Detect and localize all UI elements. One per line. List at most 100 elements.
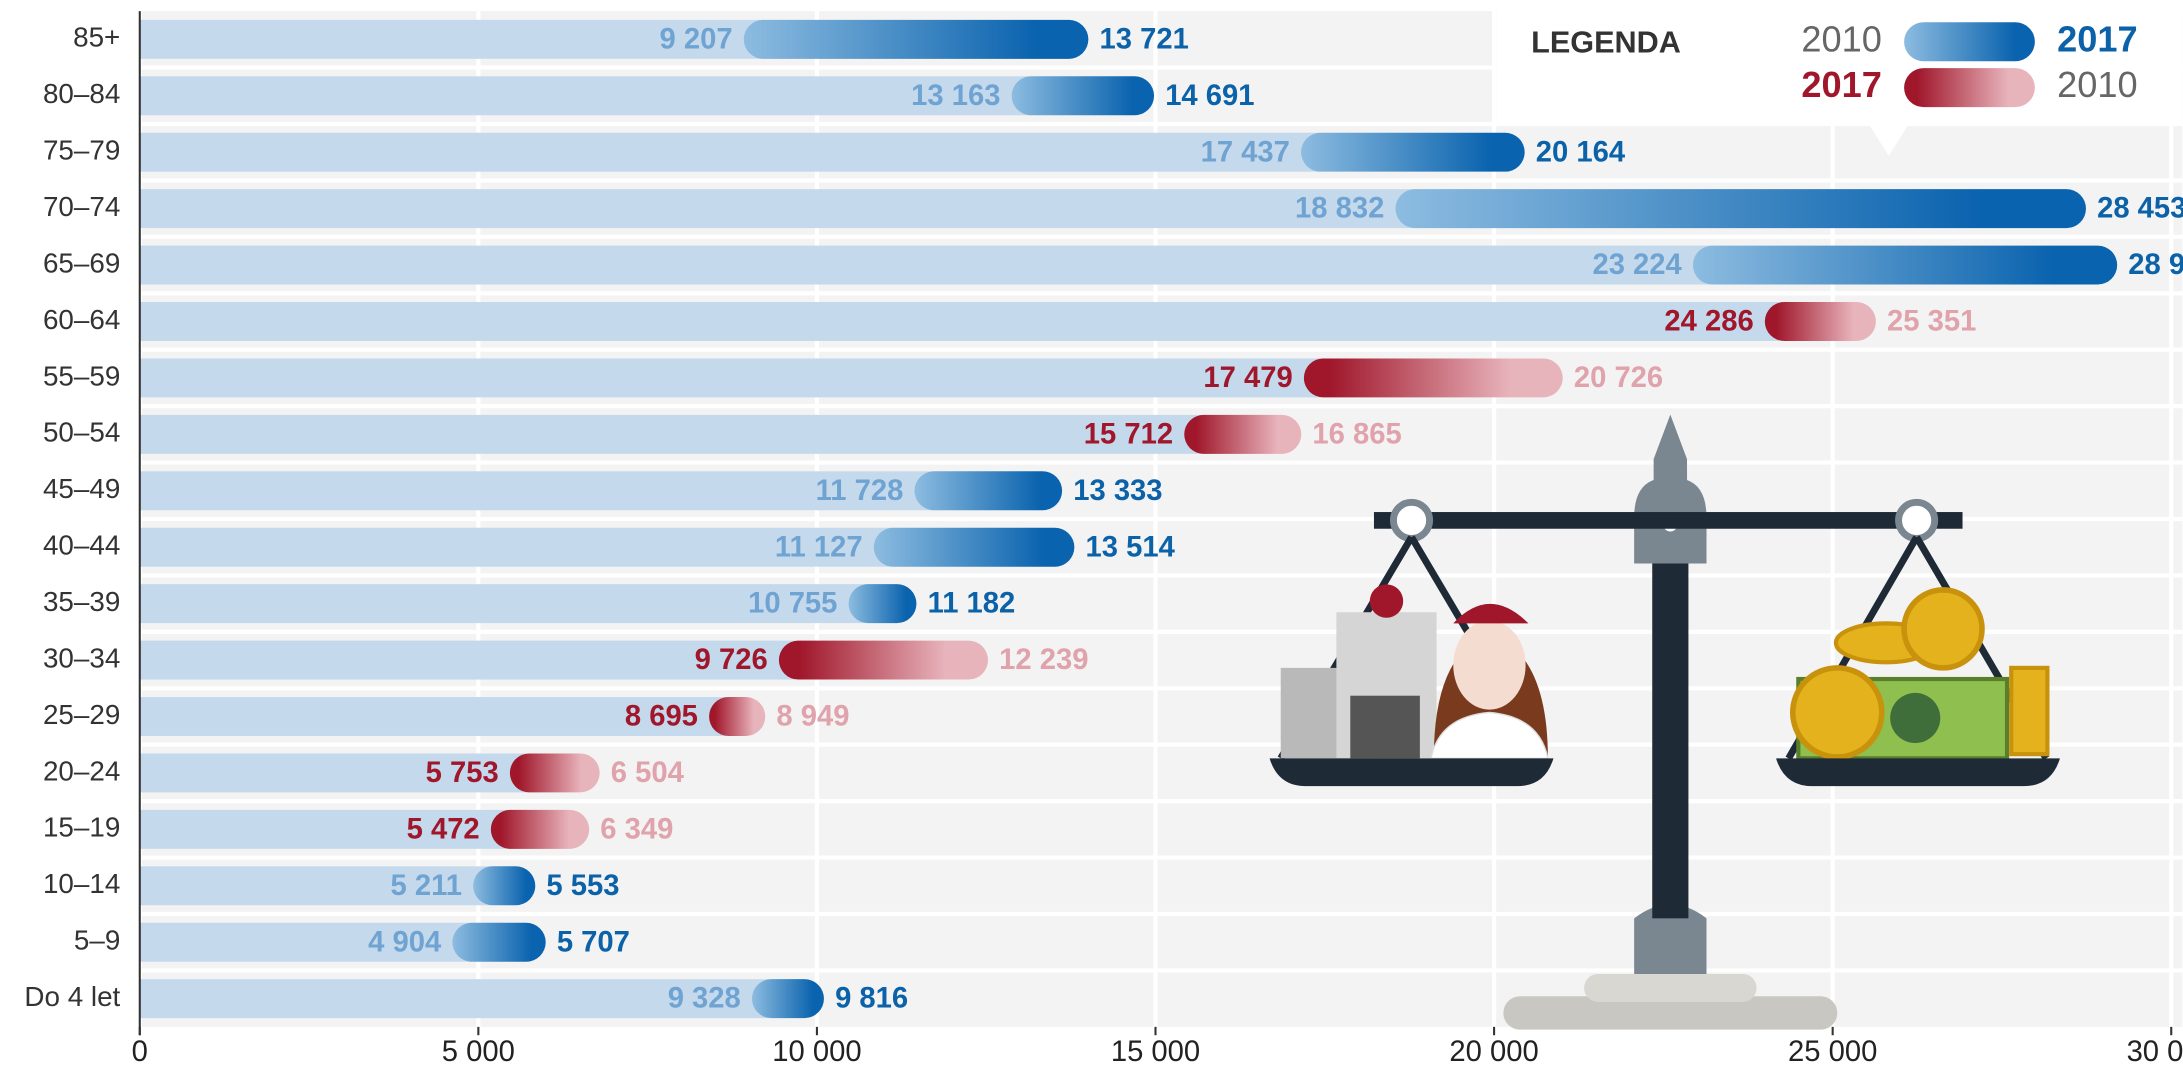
- value-label: 24 286: [1664, 306, 1753, 338]
- value-label: 8 695: [625, 701, 698, 733]
- value-label: 13 163: [911, 80, 1000, 112]
- value-label: 5 211: [391, 870, 462, 902]
- value-label: 25 351: [1887, 306, 1976, 338]
- value-label: 17 479: [1203, 362, 1292, 394]
- y-tick-label: 25–29: [43, 699, 120, 730]
- base-bar: [139, 19, 764, 59]
- value-label: 10 755: [748, 588, 837, 620]
- value-label: 18 832: [1295, 193, 1384, 225]
- legend-swatch: [1904, 68, 2035, 108]
- x-tick-label: 20 000: [1449, 1036, 1538, 1068]
- x-tick-label: 5 000: [442, 1036, 515, 1068]
- legend-label: 2017: [1801, 64, 1881, 105]
- change-capsule: [1692, 245, 2118, 285]
- value-label: 20 164: [1536, 136, 1626, 168]
- value-label: 9 207: [660, 23, 733, 55]
- legend-label: 2010: [1801, 18, 1881, 59]
- y-tick-label: Do 4 let: [24, 981, 120, 1012]
- base-bar: [139, 753, 530, 793]
- value-label: 15 712: [1084, 418, 1173, 450]
- y-tick-label: 40–44: [43, 530, 120, 561]
- base-bar: [139, 358, 1324, 398]
- y-tick-label: 10–14: [43, 868, 120, 899]
- value-label: 11 728: [816, 475, 904, 507]
- legend-label: 2017: [2057, 18, 2137, 59]
- legend-label: 2010: [2057, 64, 2137, 105]
- y-tick-label: 45–49: [43, 473, 120, 504]
- value-label: 20 726: [1574, 362, 1663, 394]
- base-bar: [139, 979, 772, 1019]
- base-bar: [139, 132, 1321, 172]
- change-capsule: [490, 809, 590, 849]
- y-tick-label: 55–59: [43, 360, 120, 391]
- change-capsule: [452, 922, 546, 962]
- change-capsule: [914, 471, 1063, 511]
- legend-swatch: [1904, 22, 2035, 62]
- value-label: 13 333: [1073, 475, 1162, 507]
- change-capsule: [473, 866, 536, 906]
- value-label: 6 504: [611, 757, 685, 789]
- base-bar: [139, 697, 729, 736]
- change-capsule: [509, 753, 600, 793]
- change-capsule: [709, 697, 766, 736]
- value-label: 11 182: [928, 588, 1016, 620]
- x-tick-label: 10 000: [772, 1036, 861, 1068]
- base-bar: [139, 302, 1785, 341]
- value-label: 12 239: [999, 644, 1088, 676]
- value-label: 9 726: [695, 644, 768, 676]
- y-tick-label: 30–34: [43, 642, 120, 673]
- change-capsule: [873, 527, 1075, 567]
- value-label: 17 437: [1201, 136, 1290, 168]
- base-bar: [139, 584, 869, 624]
- change-capsule: [778, 640, 989, 680]
- y-tick-label: 65–69: [43, 247, 120, 278]
- y-tick-label: 80–84: [43, 78, 120, 109]
- value-label: 8 949: [776, 701, 849, 733]
- value-label: 16 865: [1312, 418, 1401, 450]
- value-label: 9 328: [668, 983, 741, 1015]
- y-tick-label: 75–79: [43, 135, 120, 166]
- value-label: 5 553: [546, 870, 619, 902]
- value-label: 11 127: [775, 531, 863, 563]
- value-label: 5 707: [557, 926, 630, 958]
- change-capsule: [1303, 358, 1563, 398]
- value-label: 6 349: [600, 813, 673, 845]
- value-label: 13 721: [1100, 23, 1189, 55]
- y-tick-label: 35–39: [43, 586, 120, 617]
- change-capsule: [848, 584, 917, 624]
- value-label: 28 914: [2128, 249, 2183, 281]
- base-bar: [139, 245, 1713, 285]
- change-capsule: [1301, 132, 1525, 172]
- scale-illustration: [1269, 414, 2060, 1030]
- value-label: 5 753: [426, 757, 499, 789]
- change-capsule: [1011, 76, 1155, 116]
- value-label: 13 514: [1085, 531, 1175, 563]
- base-bar: [139, 866, 493, 906]
- value-label: 28 453: [2097, 193, 2183, 225]
- y-tick-label: 70–74: [43, 191, 120, 222]
- base-bar: [139, 471, 934, 511]
- y-tick-label: 60–64: [43, 304, 120, 335]
- base-bar: [139, 922, 472, 962]
- y-tick-label: 50–54: [43, 417, 120, 448]
- change-capsule: [1395, 189, 2086, 229]
- y-tick-label: 20–24: [43, 755, 120, 786]
- value-label: 4 904: [368, 926, 442, 958]
- change-capsule: [751, 979, 824, 1019]
- value-label: 23 224: [1592, 249, 1682, 281]
- base-bar: [139, 76, 1032, 116]
- y-tick-label: 15–19: [43, 812, 120, 843]
- legend-title: LEGENDA: [1531, 26, 1681, 60]
- x-tick-label: 30 000: [2127, 1036, 2183, 1068]
- y-tick-label: 5–9: [74, 925, 120, 956]
- base-bar: [139, 809, 511, 849]
- value-label: 9 816: [835, 983, 908, 1015]
- base-bar: [139, 640, 799, 680]
- change-capsule: [743, 19, 1089, 59]
- legend: LEGENDA 2010 2017 2017 2010: [1496, 11, 2183, 156]
- x-tick-label: 0: [132, 1036, 148, 1068]
- base-bar: [139, 527, 894, 567]
- base-bar: [139, 189, 1415, 229]
- value-label: 14 691: [1165, 80, 1254, 112]
- change-capsule: [1184, 414, 1302, 454]
